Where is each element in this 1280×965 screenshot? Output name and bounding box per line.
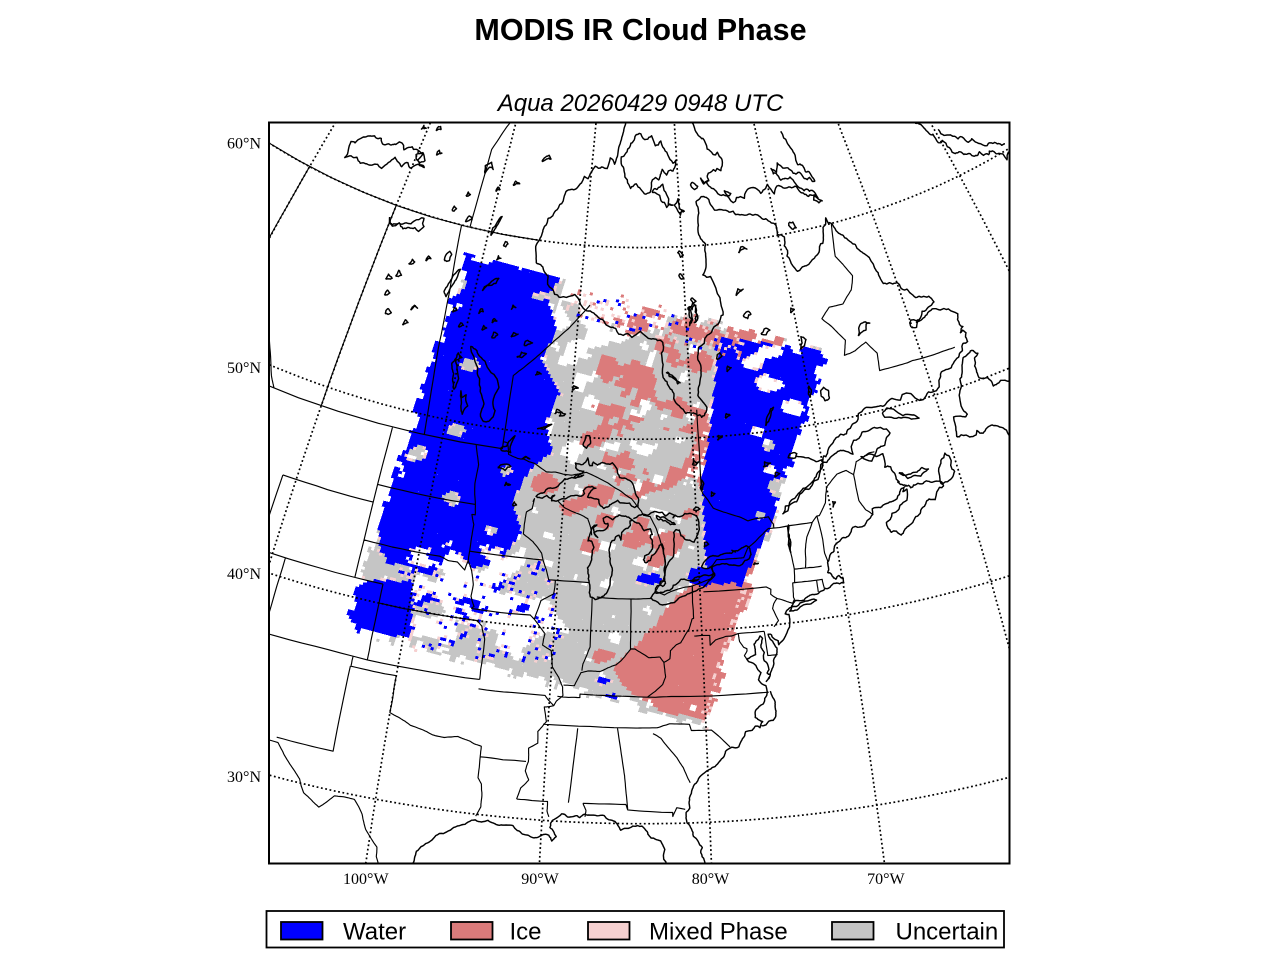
svg-text:40°N: 40°N: [227, 566, 261, 583]
svg-text:Mixed Phase: Mixed Phase: [649, 919, 788, 946]
svg-text:50°N: 50°N: [227, 360, 261, 377]
svg-text:90°W: 90°W: [521, 871, 559, 888]
svg-text:Uncertain: Uncertain: [896, 919, 999, 946]
svg-text:60°N: 60°N: [227, 135, 261, 152]
svg-text:100°W: 100°W: [343, 871, 389, 888]
svg-text:MODIS IR Cloud Phase: MODIS IR Cloud Phase: [474, 13, 806, 47]
svg-text:70°W: 70°W: [867, 871, 905, 888]
svg-text:Aqua 20260429 0948 UTC: Aqua 20260429 0948 UTC: [496, 90, 784, 117]
svg-text:30°N: 30°N: [227, 769, 261, 786]
svg-text:Water: Water: [343, 919, 406, 946]
svg-text:80°W: 80°W: [692, 871, 730, 888]
svg-text:Ice: Ice: [510, 919, 542, 946]
